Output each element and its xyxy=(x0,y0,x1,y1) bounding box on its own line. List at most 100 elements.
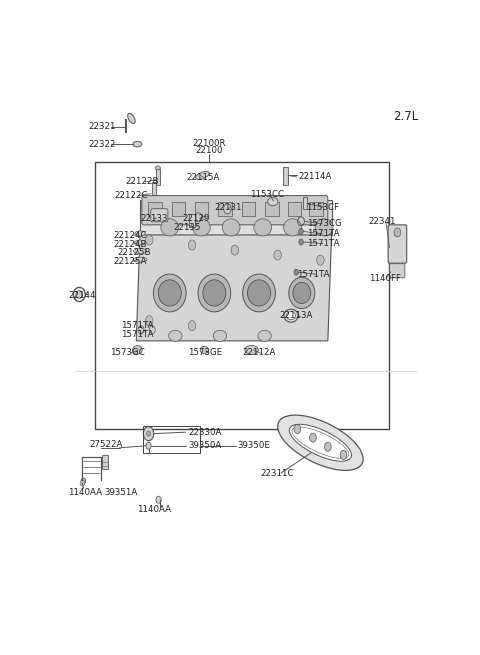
Ellipse shape xyxy=(254,219,272,236)
Text: 22115A: 22115A xyxy=(186,174,220,183)
Ellipse shape xyxy=(76,291,83,298)
Circle shape xyxy=(145,235,153,245)
Text: 22114A: 22114A xyxy=(298,172,332,181)
Text: 22341: 22341 xyxy=(369,217,396,227)
Text: 22321: 22321 xyxy=(88,122,115,131)
Circle shape xyxy=(299,229,303,234)
Circle shape xyxy=(145,316,153,326)
Text: 22113A: 22113A xyxy=(279,311,313,320)
Ellipse shape xyxy=(287,312,296,320)
Ellipse shape xyxy=(213,330,227,341)
Circle shape xyxy=(188,321,196,331)
Ellipse shape xyxy=(133,248,146,253)
Text: 27522A: 27522A xyxy=(89,440,122,449)
Ellipse shape xyxy=(289,277,315,309)
FancyBboxPatch shape xyxy=(388,225,407,263)
Text: 1140FF: 1140FF xyxy=(369,274,401,284)
Text: 22133: 22133 xyxy=(140,214,168,223)
Circle shape xyxy=(310,433,316,442)
Circle shape xyxy=(144,426,154,441)
Bar xyxy=(172,202,185,216)
Bar xyxy=(309,202,323,216)
Circle shape xyxy=(149,326,155,334)
Circle shape xyxy=(224,204,231,214)
Ellipse shape xyxy=(154,274,186,312)
Circle shape xyxy=(156,496,161,503)
Circle shape xyxy=(274,250,281,260)
Ellipse shape xyxy=(200,346,208,354)
Bar xyxy=(143,426,200,453)
Text: 1140AA: 1140AA xyxy=(137,505,171,514)
Ellipse shape xyxy=(133,257,147,262)
Text: 2.7L: 2.7L xyxy=(393,110,418,123)
Ellipse shape xyxy=(284,219,301,236)
Text: 1571TA: 1571TA xyxy=(121,321,154,330)
Circle shape xyxy=(231,245,239,255)
Bar xyxy=(152,182,156,195)
Circle shape xyxy=(299,239,303,245)
Ellipse shape xyxy=(132,346,142,354)
Bar xyxy=(218,202,232,216)
Text: 39351A: 39351A xyxy=(104,488,137,496)
Ellipse shape xyxy=(192,219,210,236)
Ellipse shape xyxy=(135,231,145,236)
Bar xyxy=(302,196,307,209)
Text: 22144: 22144 xyxy=(68,291,96,300)
Text: 1153CF: 1153CF xyxy=(305,202,338,212)
Ellipse shape xyxy=(277,415,363,470)
Circle shape xyxy=(317,255,324,265)
Circle shape xyxy=(147,431,150,436)
Bar xyxy=(190,214,195,227)
Text: 22125A: 22125A xyxy=(113,257,146,266)
Text: 22122C: 22122C xyxy=(114,191,147,200)
Ellipse shape xyxy=(161,219,179,236)
Text: 39350A: 39350A xyxy=(188,441,222,450)
Ellipse shape xyxy=(315,219,333,236)
Bar xyxy=(288,202,301,216)
Circle shape xyxy=(146,442,151,449)
Polygon shape xyxy=(136,235,332,341)
Bar xyxy=(283,167,288,185)
Circle shape xyxy=(324,442,331,451)
Ellipse shape xyxy=(267,198,278,206)
Bar xyxy=(96,162,389,429)
Circle shape xyxy=(394,228,401,237)
Ellipse shape xyxy=(289,424,351,461)
Ellipse shape xyxy=(134,240,145,245)
Text: 22100R: 22100R xyxy=(192,139,226,147)
Circle shape xyxy=(81,478,85,484)
Text: 22129: 22129 xyxy=(183,214,210,223)
Ellipse shape xyxy=(222,219,240,236)
FancyBboxPatch shape xyxy=(151,209,168,222)
Text: 22131: 22131 xyxy=(215,202,242,212)
Ellipse shape xyxy=(128,113,135,124)
Ellipse shape xyxy=(155,166,160,170)
Text: 22125B: 22125B xyxy=(118,248,151,257)
Bar xyxy=(148,202,162,216)
Text: 22122B: 22122B xyxy=(125,178,158,187)
Ellipse shape xyxy=(168,330,182,341)
Bar xyxy=(195,202,208,216)
Ellipse shape xyxy=(203,280,226,306)
Bar xyxy=(156,170,160,185)
Circle shape xyxy=(195,213,202,222)
Ellipse shape xyxy=(196,172,209,179)
Text: 22112A: 22112A xyxy=(242,348,276,358)
Text: 1153CC: 1153CC xyxy=(250,190,284,199)
Text: 1571TA: 1571TA xyxy=(297,270,330,279)
Circle shape xyxy=(138,326,144,334)
Ellipse shape xyxy=(243,274,276,312)
FancyBboxPatch shape xyxy=(142,196,328,225)
Text: 22311C: 22311C xyxy=(260,468,294,477)
Bar xyxy=(265,202,279,216)
Text: 1573GE: 1573GE xyxy=(188,348,223,358)
Bar xyxy=(102,455,108,470)
Text: 1140AA: 1140AA xyxy=(68,488,102,496)
Text: 22322: 22322 xyxy=(88,140,115,149)
Ellipse shape xyxy=(133,141,142,147)
Ellipse shape xyxy=(293,282,311,303)
Text: 1571TA: 1571TA xyxy=(121,330,154,339)
Text: 1573GC: 1573GC xyxy=(110,348,145,358)
Text: 22330A: 22330A xyxy=(188,428,222,437)
FancyBboxPatch shape xyxy=(390,264,405,278)
